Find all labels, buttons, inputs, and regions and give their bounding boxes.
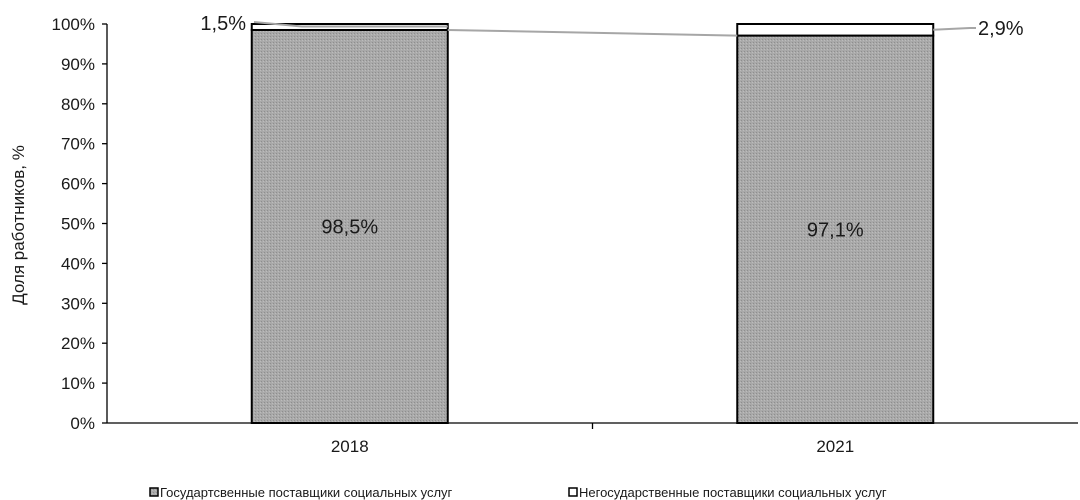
y-tick-label: 80% <box>61 95 95 114</box>
legend: Государтсвенные поставщики социальных ус… <box>149 485 887 500</box>
data-label-state: 98,5% <box>321 216 378 238</box>
bars <box>250 23 935 425</box>
series-connector-line <box>447 28 738 37</box>
data-label-nonstate: 2,9% <box>978 18 1024 40</box>
legend-swatch-state <box>149 487 159 497</box>
legend-label-nonstate: Негосударственные поставщики социальных … <box>579 485 887 500</box>
leader-line-nonstate <box>933 27 976 31</box>
leader-lines <box>253 21 976 37</box>
y-tick-label: 60% <box>61 175 95 194</box>
x-axis: 2018 2021 <box>107 422 1078 456</box>
data-label-state: 97,1% <box>807 219 864 241</box>
data-labels: 98,5% 1,5% 97,1% 2,9% <box>200 13 1023 241</box>
y-tick-label: 50% <box>61 215 95 234</box>
legend-label-state: Государтсвенные поставщики социальных ус… <box>160 485 453 500</box>
y-tick-label: 20% <box>61 334 95 353</box>
x-tick-label: 2018 <box>331 437 369 456</box>
legend-item-nonstate: Негосударственные поставщики социальных … <box>568 485 887 500</box>
y-tick-label: 70% <box>61 135 95 154</box>
x-tick-label: 2021 <box>816 437 854 456</box>
y-tick-label: 0% <box>70 414 95 433</box>
leader-line-nonstate <box>253 21 448 28</box>
data-label-nonstate: 1,5% <box>200 13 246 35</box>
bar-nonstate <box>736 23 935 37</box>
bar-state <box>736 34 935 424</box>
y-axis: 0% 10% 20% 30% 40% 50% 60% 70% 80% 90% 100% <box>52 15 108 433</box>
legend-swatch-nonstate <box>568 487 578 497</box>
y-tick-label: 100% <box>52 15 95 34</box>
y-tick-label: 30% <box>61 294 95 313</box>
y-tick-label: 10% <box>61 374 95 393</box>
y-axis-title: Доля работников, % <box>9 145 28 305</box>
y-tick-label: 40% <box>61 254 95 273</box>
bar-state <box>250 28 449 425</box>
legend-item-state: Государтсвенные поставщики социальных ус… <box>149 485 453 500</box>
y-tick-label: 90% <box>61 55 95 74</box>
